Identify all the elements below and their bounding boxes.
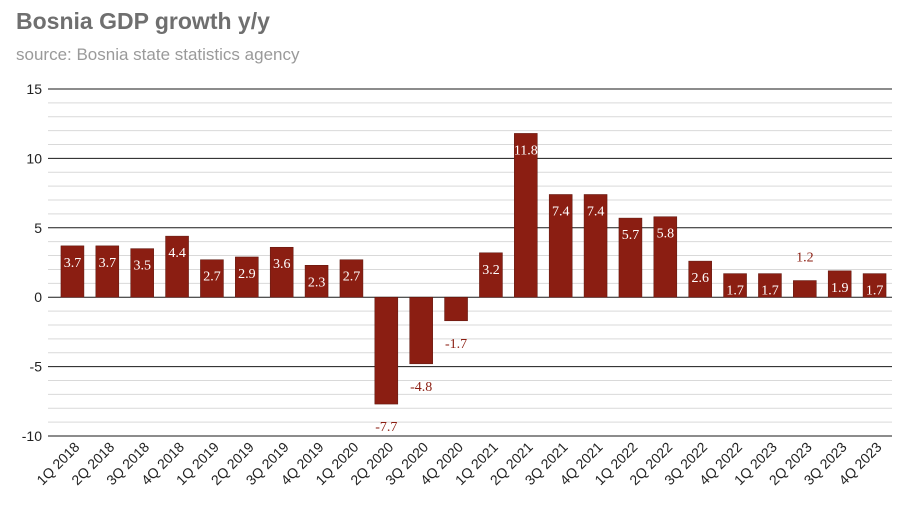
bar [60,245,85,298]
bar [793,280,817,298]
bar [548,194,573,298]
bar [514,133,538,298]
data-label: 4.4 [168,246,186,261]
y-tick-label: -10 [22,428,42,444]
data-label: 2.7 [203,270,221,285]
data-labels: 3.7 3.7 3.5 4.4 2.7 2.9 3.6 2.3 2.7 -7.7 -4.8 -1.7 3… [64,143,884,435]
bar [688,260,712,298]
bar [583,194,608,298]
bar [374,296,399,405]
chart-title: Bosnia GDP growth y/y [16,8,270,34]
data-label: -1.7 [445,337,467,352]
bar [862,273,887,298]
bar [409,296,433,365]
y-tick-label: 5 [34,220,42,236]
data-label: 2.9 [238,267,256,282]
data-label: 3.6 [273,257,291,272]
data-label: 1.7 [866,284,884,299]
data-label: 1.7 [761,284,779,299]
y-axis-ticks: -10 -5 0 5 10 15 [22,81,42,444]
bar [653,216,678,298]
bar [200,259,224,298]
data-label: 5.7 [622,228,640,243]
data-label: 3.7 [99,256,117,271]
data-label: 7.4 [552,204,570,219]
data-label: -4.8 [410,380,432,395]
bar [827,270,852,298]
data-label: 3.2 [482,263,500,278]
bars [60,133,887,405]
data-label: 1.7 [726,284,744,299]
bar [95,245,120,298]
bar [130,248,154,298]
bar [723,273,747,298]
data-label: 2.7 [343,270,361,285]
bar [339,259,364,298]
bar [235,256,259,298]
data-label: 3.7 [64,256,82,271]
gridlines [48,88,892,437]
data-label: 11.8 [514,143,538,158]
data-label: 3.5 [133,259,151,274]
bar [304,265,329,298]
data-label: 2.3 [308,275,326,290]
data-label: 2.6 [691,271,709,286]
data-label: 5.8 [657,227,675,242]
bar [165,235,189,298]
bar [479,252,503,298]
data-label: -7.7 [375,420,397,435]
bar [269,246,294,298]
bar [618,217,643,298]
y-tick-label: 15 [26,81,42,97]
chart-subtitle: source: Bosnia state statistics agency [16,45,300,64]
data-label: 1.9 [831,281,849,296]
bar [758,273,782,298]
y-tick-label: 0 [34,289,42,305]
data-label: 7.4 [587,204,605,219]
data-label: 1.2 [796,251,814,266]
y-tick-label: -5 [30,359,43,375]
bar [444,296,468,322]
y-tick-label: 10 [26,150,42,166]
